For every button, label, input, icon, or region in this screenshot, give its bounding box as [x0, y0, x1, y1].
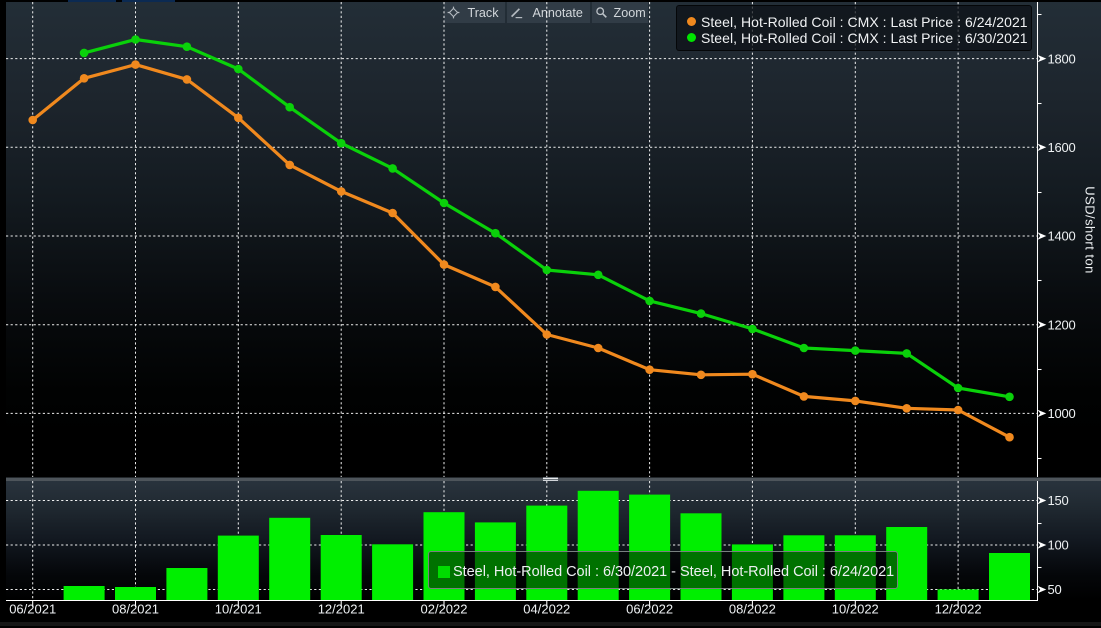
- svg-text:12/2021: 12/2021: [318, 602, 365, 617]
- svg-text:1000: 1000: [1048, 406, 1076, 421]
- svg-text:08/2021: 08/2021: [112, 602, 159, 617]
- svg-text:02/2022: 02/2022: [421, 602, 468, 617]
- svg-text:USD/short ton: USD/short ton: [1083, 186, 1098, 274]
- svg-text:1400: 1400: [1048, 229, 1076, 244]
- svg-text:150: 150: [1048, 493, 1069, 508]
- svg-text:1200: 1200: [1048, 317, 1076, 332]
- svg-text:10/2021: 10/2021: [215, 602, 262, 617]
- svg-text:06/2022: 06/2022: [626, 602, 673, 617]
- svg-text:12/2022: 12/2022: [935, 602, 982, 617]
- svg-text:10/2022: 10/2022: [832, 602, 879, 617]
- svg-text:06/2021: 06/2021: [9, 602, 56, 617]
- svg-text:1600: 1600: [1048, 140, 1076, 155]
- svg-text:1800: 1800: [1048, 51, 1076, 66]
- svg-text:50: 50: [1048, 582, 1062, 597]
- svg-text:04/2022: 04/2022: [523, 602, 570, 617]
- svg-text:08/2022: 08/2022: [729, 602, 776, 617]
- svg-text:100: 100: [1048, 538, 1069, 553]
